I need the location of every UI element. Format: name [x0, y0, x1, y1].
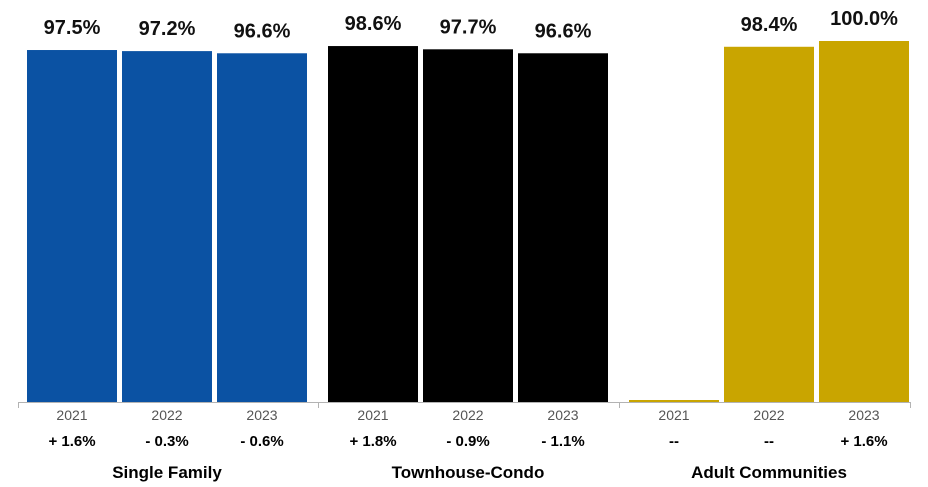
bar-1-2	[518, 53, 608, 403]
year-tick-label: 2021	[357, 407, 388, 423]
data-label: 100.0%	[830, 8, 898, 30]
data-label: 97.2%	[139, 18, 196, 40]
group-label: Single Family	[112, 463, 222, 482]
data-label: 96.6%	[535, 20, 592, 42]
bar-0-0	[27, 50, 117, 403]
bar-0-1	[122, 51, 212, 402]
year-tick-label: 2021	[658, 407, 689, 423]
year-tick-label: 2023	[848, 407, 879, 423]
year-tick-label: 2023	[547, 407, 578, 423]
data-label: 96.6%	[234, 20, 291, 42]
change-label: - 0.3%	[145, 433, 188, 450]
bar-1-1	[423, 49, 513, 402]
group-label: Adult Communities	[691, 463, 847, 482]
change-label: + 1.6%	[840, 433, 887, 450]
change-label: + 1.6%	[48, 433, 95, 450]
change-label: - 0.6%	[240, 433, 283, 450]
year-tick-label: 2022	[753, 407, 784, 423]
bar-1-0	[328, 46, 418, 402]
data-label: 97.7%	[440, 16, 497, 38]
data-label: 98.6%	[345, 13, 402, 35]
change-label: - 0.9%	[446, 433, 489, 450]
change-label: - 1.1%	[541, 433, 584, 450]
bar-2-1	[724, 46, 814, 402]
change-label: --	[669, 433, 679, 450]
change-label: --	[764, 433, 774, 450]
data-label: 97.5%	[44, 17, 101, 39]
year-tick-label: 2023	[246, 407, 277, 423]
bar-0-2	[217, 53, 307, 403]
year-tick-label: 2022	[452, 407, 483, 423]
group-label: Townhouse-Condo	[392, 463, 545, 482]
year-tick-label: 2022	[151, 407, 182, 423]
change-label: + 1.8%	[349, 433, 396, 450]
data-label: 98.4%	[741, 14, 798, 36]
year-tick-label: 2021	[56, 407, 87, 423]
bar-2-0	[629, 400, 719, 402]
bar-2-2	[819, 41, 909, 402]
